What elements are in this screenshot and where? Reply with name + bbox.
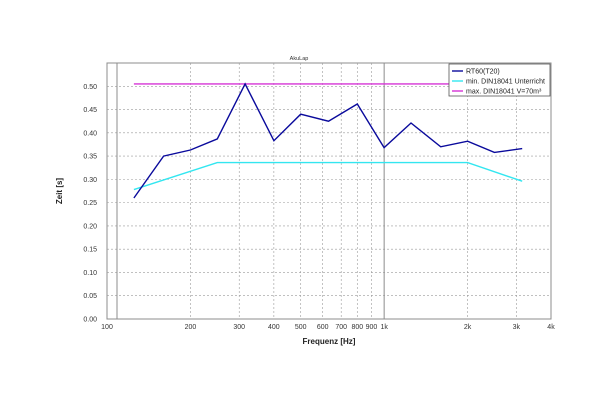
legend-label: RT60(T20) [466,69,500,76]
legend-box [448,63,551,97]
x-tick-label: 1k [380,324,388,331]
x-tick-label: 400 [268,324,280,331]
grid [107,63,551,319]
y-tick-label: 0.00 [83,317,97,324]
plot-area [106,62,552,320]
x-tick-label: 300 [233,324,245,331]
series-line [133,161,523,191]
x-tick-label: 900 [366,324,378,331]
y-tick-label: 0.05 [83,293,97,300]
x-tick-label: 200 [185,324,197,331]
y-axis-title: Zeit [s] [55,178,64,205]
y-tick-label: 0.25 [83,200,97,207]
x-tick-label: 600 [317,324,329,331]
x-tick-label: 800 [351,324,363,331]
x-tick-label: 2k [464,324,472,331]
legend-label: min. DIN18041 Unterricht [466,79,545,86]
x-tick-label: 4k [547,324,555,331]
y-tick-label: 0.35 [83,154,97,161]
x-tick-label: 500 [295,324,307,331]
chart-title: AkuLap [290,56,309,62]
y-tick-label: 0.45 [83,107,97,114]
y-tick-label: 0.15 [83,247,97,254]
tick-labels: 0.00 0.05 0.10 0.15 0.20 0.25 0.30 0.35 0.40 0.45… [83,84,555,331]
x-tick-label: 700 [335,324,347,331]
x-axis-title: Frequenz [Hz] [303,337,356,346]
series-line [133,82,523,199]
y-tick-label: 0.40 [83,130,97,137]
x-tick-label: 100 [101,324,113,331]
x-tick-label: 3k [513,324,521,331]
y-tick-label: 0.20 [83,223,97,230]
y-tick-label: 0.50 [83,84,97,91]
y-tick-label: 0.30 [83,177,97,184]
y-tick-label: 0.10 [83,270,97,277]
legend: RT60(T20) min. DIN18041 Unterricht max. DI… [448,63,551,97]
legend-label: max. DIN18041 V=70m³ [466,89,542,96]
